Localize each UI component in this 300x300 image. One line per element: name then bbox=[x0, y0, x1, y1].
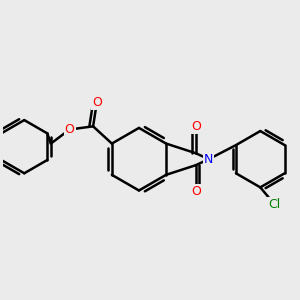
Text: O: O bbox=[92, 96, 102, 110]
Text: O: O bbox=[191, 185, 201, 198]
Text: O: O bbox=[65, 123, 75, 136]
Text: N: N bbox=[204, 153, 213, 166]
Text: O: O bbox=[191, 120, 201, 133]
Text: Cl: Cl bbox=[268, 198, 280, 211]
